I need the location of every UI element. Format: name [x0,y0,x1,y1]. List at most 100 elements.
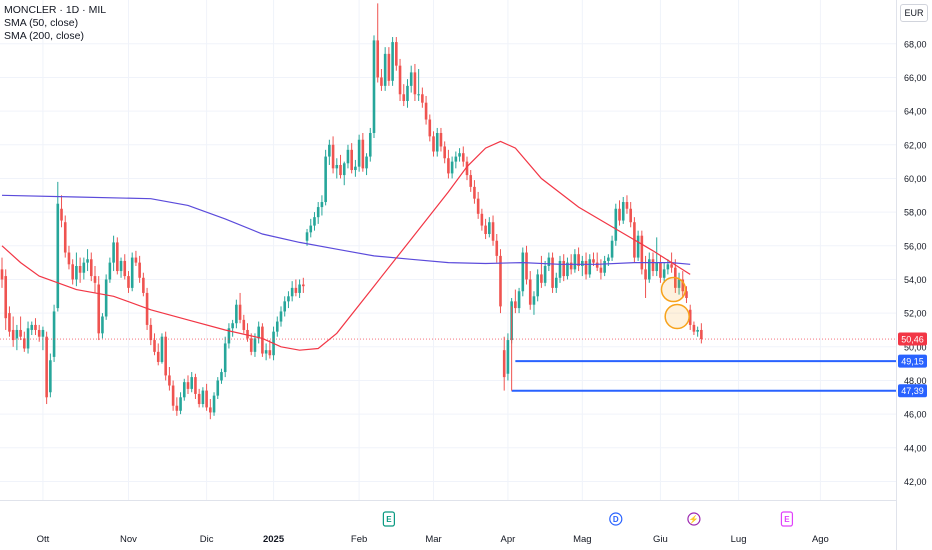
candle-body [406,85,409,102]
candle-body [175,405,179,411]
support-price-tag [898,354,927,368]
candle-body [636,235,640,258]
candle-body [52,311,56,357]
sma200-legend[interactable]: SMA (200, close) [4,30,84,42]
candle-body [205,390,208,408]
candle-body [156,351,160,362]
candle-body [49,360,52,393]
y-tick-label: 54,00 [904,275,927,285]
candle-body [651,259,655,272]
support-price-tag [898,384,927,398]
candle-body [473,186,476,199]
y-tick-label: 50,00 [904,342,927,352]
y-tick-label: 68,00 [904,39,927,49]
sma200-line [1,194,691,265]
candle-body [209,407,212,413]
candle-body [357,139,361,167]
candle-body [499,255,502,307]
candle-body [465,161,469,176]
candle-body [342,163,346,176]
candle-body [647,259,651,280]
candle-body [171,385,175,406]
candle-body [361,139,365,169]
candle-body [395,42,398,66]
y-tick-label: 66,00 [904,73,927,83]
x-tick-label: 2025 [263,534,285,545]
candle-body [532,296,536,305]
candle-body [67,252,71,265]
price-axis[interactable]: 42,00 44,00 46,00 48,00 50,00 52,00 54,00 56,00… [904,39,927,487]
candle-body [517,291,521,309]
candle-body [160,336,164,362]
candle-body [11,329,15,341]
candle-body [484,225,487,235]
candle-body [387,53,391,81]
support-levels[interactable]: 49,15 47,39 50,46 [0,306,927,398]
candle-body [391,42,394,81]
time-axis[interactable]: Ott Nov Dic 2025 Feb Mar Apr Mag Giu Lug Ago [37,534,829,545]
y-tick-label: 58,00 [904,208,927,218]
candle-body [443,146,446,159]
candle-body [439,132,443,147]
candle-body [246,329,249,339]
candle-body [227,328,231,344]
candle-body [168,375,171,386]
candle-body [123,260,127,277]
split-marker-label: ⚡ [689,514,699,524]
event-markers[interactable]: E D ⚡ E [382,511,794,527]
candle-body [614,208,618,241]
candle-body [610,240,614,258]
candle-body [305,232,309,241]
candle-body [60,208,63,221]
earnings-marker [382,511,395,527]
candle-body [253,338,257,352]
candle-body [316,207,320,218]
candle-body [588,259,592,275]
candle-body [461,153,465,162]
candle-body [607,257,610,261]
candle-body [186,382,190,389]
chart-legend[interactable]: MONCLER · 1D · MIL SMA (50, close) SMA (… [4,4,106,43]
candle-body [469,175,473,187]
candle-body [584,260,588,275]
candle-body [212,395,216,413]
candle-body [264,350,268,354]
dividend-marker [609,512,623,526]
candle-body [692,324,696,332]
candle-body [275,321,279,332]
candle-body [428,119,432,137]
candle-body [37,329,41,337]
candle-body [104,279,108,317]
x-tick-label: Ago [812,534,829,545]
sma50-legend[interactable]: SMA (50, close) [4,17,79,29]
x-tick-label: Nov [120,534,137,545]
candle-body [603,260,606,273]
candle-body [450,161,454,174]
candle-body [458,153,461,157]
symbol-title[interactable]: MONCLER · 1D · MIL [4,4,107,16]
currency-button[interactable]: EUR [900,4,928,22]
candle-body [536,274,539,297]
candle-body [182,382,186,398]
candle-body [339,164,342,176]
candle-body [506,340,510,374]
y-tick-label: 52,00 [904,309,927,319]
candle-body [4,276,8,319]
candle-body [238,304,242,320]
candle-body [127,276,130,288]
candle-body [543,265,547,283]
candle-body [45,336,48,398]
candle-body [261,326,264,354]
candle-body [290,287,294,297]
x-tick-label: Mag [573,534,591,545]
candle-body [521,252,525,292]
candle-body [688,309,692,325]
candle-body [581,260,584,266]
candle-body [298,284,301,293]
candle-body [112,242,115,263]
candle-body [592,259,595,263]
candle-body [528,279,532,305]
candle-body [350,149,353,171]
candle-body [629,208,632,223]
